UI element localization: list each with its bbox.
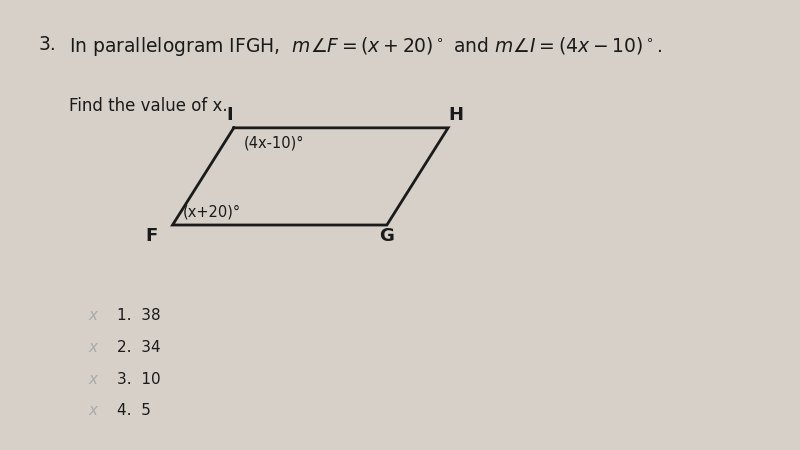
- Text: x: x: [88, 372, 98, 387]
- Text: I: I: [226, 107, 234, 125]
- Text: Find the value of x.: Find the value of x.: [70, 97, 228, 115]
- Text: x: x: [88, 340, 98, 355]
- Text: x: x: [88, 308, 98, 323]
- Text: 1.  38: 1. 38: [118, 308, 161, 323]
- Text: 3.: 3.: [38, 35, 56, 54]
- Text: (x+20)°: (x+20)°: [182, 205, 241, 220]
- Text: In parallelogram IFGH,  $m\angle F = (x + 20)^\circ$ and $m\angle I = (4x - 10)^: In parallelogram IFGH, $m\angle F = (x +…: [70, 35, 663, 58]
- Text: x: x: [88, 404, 98, 419]
- Text: 2.  34: 2. 34: [118, 340, 161, 355]
- Text: (4x-10)°: (4x-10)°: [244, 136, 304, 151]
- Text: H: H: [448, 107, 463, 125]
- Text: 4.  5: 4. 5: [118, 404, 151, 419]
- Text: F: F: [145, 227, 158, 245]
- Text: G: G: [379, 227, 394, 245]
- Text: 3.  10: 3. 10: [118, 372, 161, 387]
